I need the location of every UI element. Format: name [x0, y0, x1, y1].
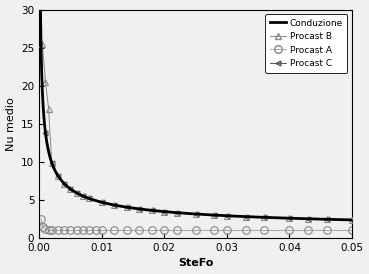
Y-axis label: Nu medio: Nu medio [6, 97, 15, 151]
X-axis label: SteFo: SteFo [178, 258, 213, 269]
Legend: Conduzione, Procast B, Procast A, Procast C: Conduzione, Procast B, Procast A, Procas… [265, 14, 348, 73]
